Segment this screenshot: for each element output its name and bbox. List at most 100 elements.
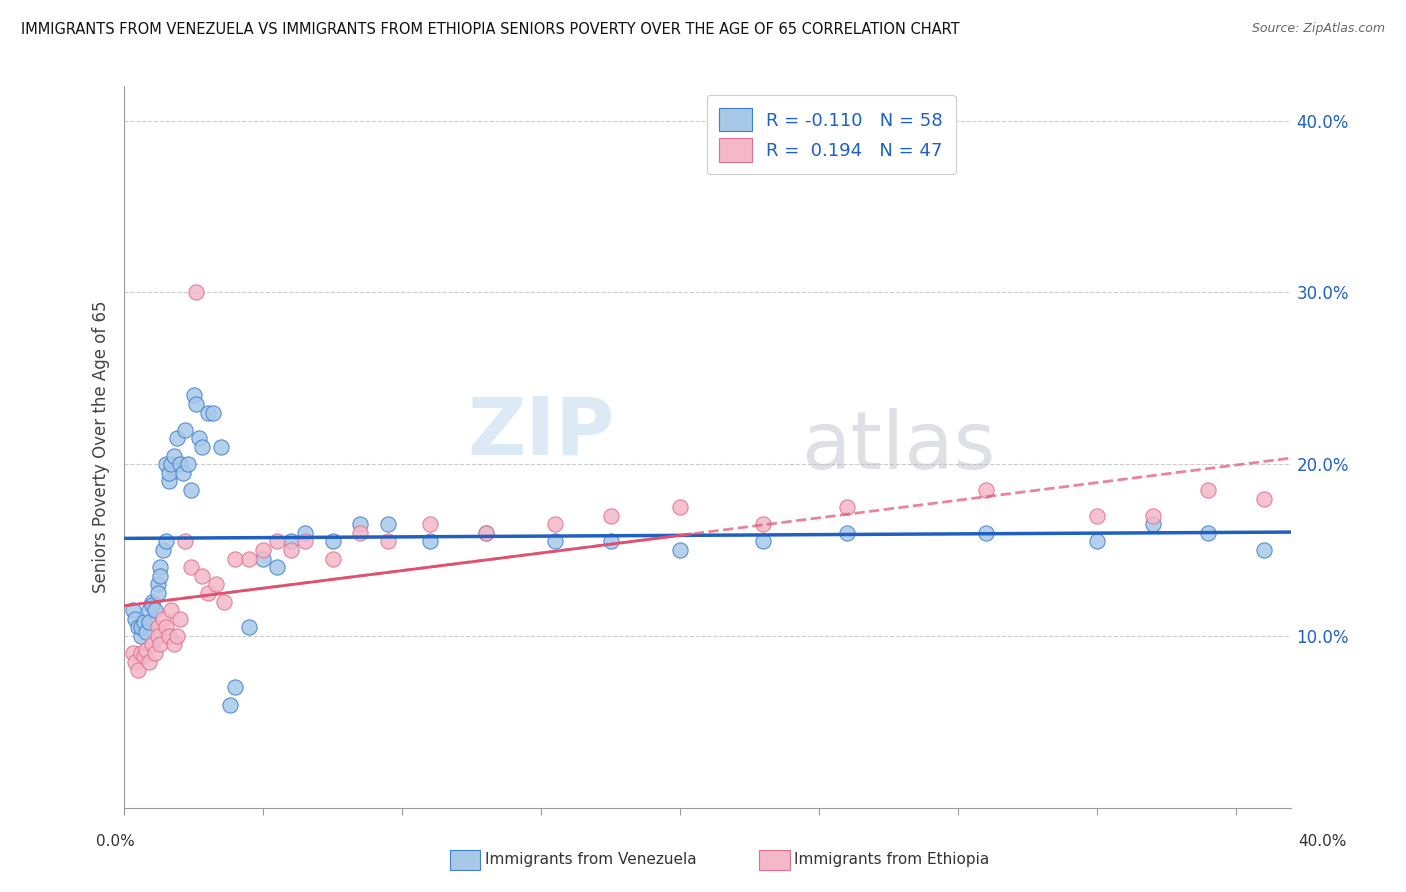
Point xyxy=(835,500,858,514)
Point xyxy=(202,406,225,420)
Point xyxy=(163,449,186,463)
Point xyxy=(146,577,169,591)
Point xyxy=(349,517,371,532)
Point xyxy=(166,629,188,643)
Point xyxy=(124,655,146,669)
Point xyxy=(544,534,567,549)
Point xyxy=(160,457,183,471)
Point xyxy=(135,625,157,640)
Point xyxy=(349,525,371,540)
Point xyxy=(191,568,214,582)
Point xyxy=(186,397,208,411)
Point xyxy=(1142,508,1164,523)
Point xyxy=(183,388,205,402)
Point xyxy=(138,655,160,669)
Point xyxy=(138,615,160,629)
Point xyxy=(835,525,858,540)
Point xyxy=(266,560,288,574)
Legend: R = -0.110   N = 58, R =  0.194   N = 47: R = -0.110 N = 58, R = 0.194 N = 47 xyxy=(707,95,956,174)
Point xyxy=(129,646,152,660)
Point xyxy=(252,543,274,558)
Text: Immigrants from Ethiopia: Immigrants from Ethiopia xyxy=(794,853,990,867)
Y-axis label: Seniors Poverty Over the Age of 65: Seniors Poverty Over the Age of 65 xyxy=(93,301,110,593)
Point xyxy=(141,594,163,608)
Point xyxy=(186,285,208,300)
Point xyxy=(166,431,188,445)
Text: 40.0%: 40.0% xyxy=(1299,834,1347,849)
Text: IMMIGRANTS FROM VENEZUELA VS IMMIGRANTS FROM ETHIOPIA SENIORS POVERTY OVER THE A: IMMIGRANTS FROM VENEZUELA VS IMMIGRANTS … xyxy=(21,22,960,37)
Point xyxy=(599,508,621,523)
Point xyxy=(169,457,191,471)
Point xyxy=(160,603,183,617)
Point xyxy=(266,534,288,549)
Point xyxy=(127,663,149,677)
Text: 0.0%: 0.0% xyxy=(96,834,135,849)
Point xyxy=(599,534,621,549)
Point xyxy=(149,568,172,582)
Point xyxy=(188,431,211,445)
Point xyxy=(129,620,152,634)
Point xyxy=(1085,508,1108,523)
Point xyxy=(146,620,169,634)
Point xyxy=(474,525,496,540)
Point xyxy=(143,603,166,617)
Point xyxy=(752,534,775,549)
Point xyxy=(152,543,174,558)
Point xyxy=(124,612,146,626)
Point xyxy=(214,594,236,608)
Point xyxy=(129,629,152,643)
Text: atlas: atlas xyxy=(801,408,995,486)
Point xyxy=(141,598,163,612)
Point xyxy=(1085,534,1108,549)
Point xyxy=(132,615,155,629)
Point xyxy=(205,577,228,591)
Point xyxy=(155,620,177,634)
Text: ZIP: ZIP xyxy=(467,393,614,472)
Point xyxy=(155,534,177,549)
Point xyxy=(197,586,219,600)
Point xyxy=(132,649,155,664)
Point xyxy=(127,620,149,634)
Point xyxy=(238,620,260,634)
Point xyxy=(146,629,169,643)
Point xyxy=(121,646,143,660)
Point xyxy=(141,638,163,652)
Point xyxy=(752,517,775,532)
Point xyxy=(157,475,180,489)
Point xyxy=(294,525,316,540)
Point xyxy=(180,483,202,497)
Point xyxy=(377,534,399,549)
Point xyxy=(974,483,997,497)
Point xyxy=(419,517,441,532)
Point xyxy=(135,642,157,657)
Point xyxy=(152,612,174,626)
Point xyxy=(143,646,166,660)
Point xyxy=(1253,491,1275,506)
Point xyxy=(157,629,180,643)
Point xyxy=(163,638,186,652)
Point xyxy=(169,612,191,626)
Point xyxy=(419,534,441,549)
Point xyxy=(252,551,274,566)
Point xyxy=(1142,517,1164,532)
Text: Immigrants from Venezuela: Immigrants from Venezuela xyxy=(485,853,697,867)
Point xyxy=(1253,543,1275,558)
Point xyxy=(280,534,302,549)
Point xyxy=(149,560,172,574)
Point xyxy=(294,534,316,549)
Point xyxy=(157,466,180,480)
Text: Source: ZipAtlas.com: Source: ZipAtlas.com xyxy=(1251,22,1385,36)
Point xyxy=(1197,525,1219,540)
Point xyxy=(138,603,160,617)
Point xyxy=(197,406,219,420)
Point xyxy=(224,551,246,566)
Point xyxy=(149,638,172,652)
Point xyxy=(180,560,202,574)
Point xyxy=(974,525,997,540)
Point xyxy=(322,551,344,566)
Point xyxy=(544,517,567,532)
Point xyxy=(177,457,200,471)
Point xyxy=(174,534,197,549)
Point xyxy=(377,517,399,532)
Point xyxy=(474,525,496,540)
